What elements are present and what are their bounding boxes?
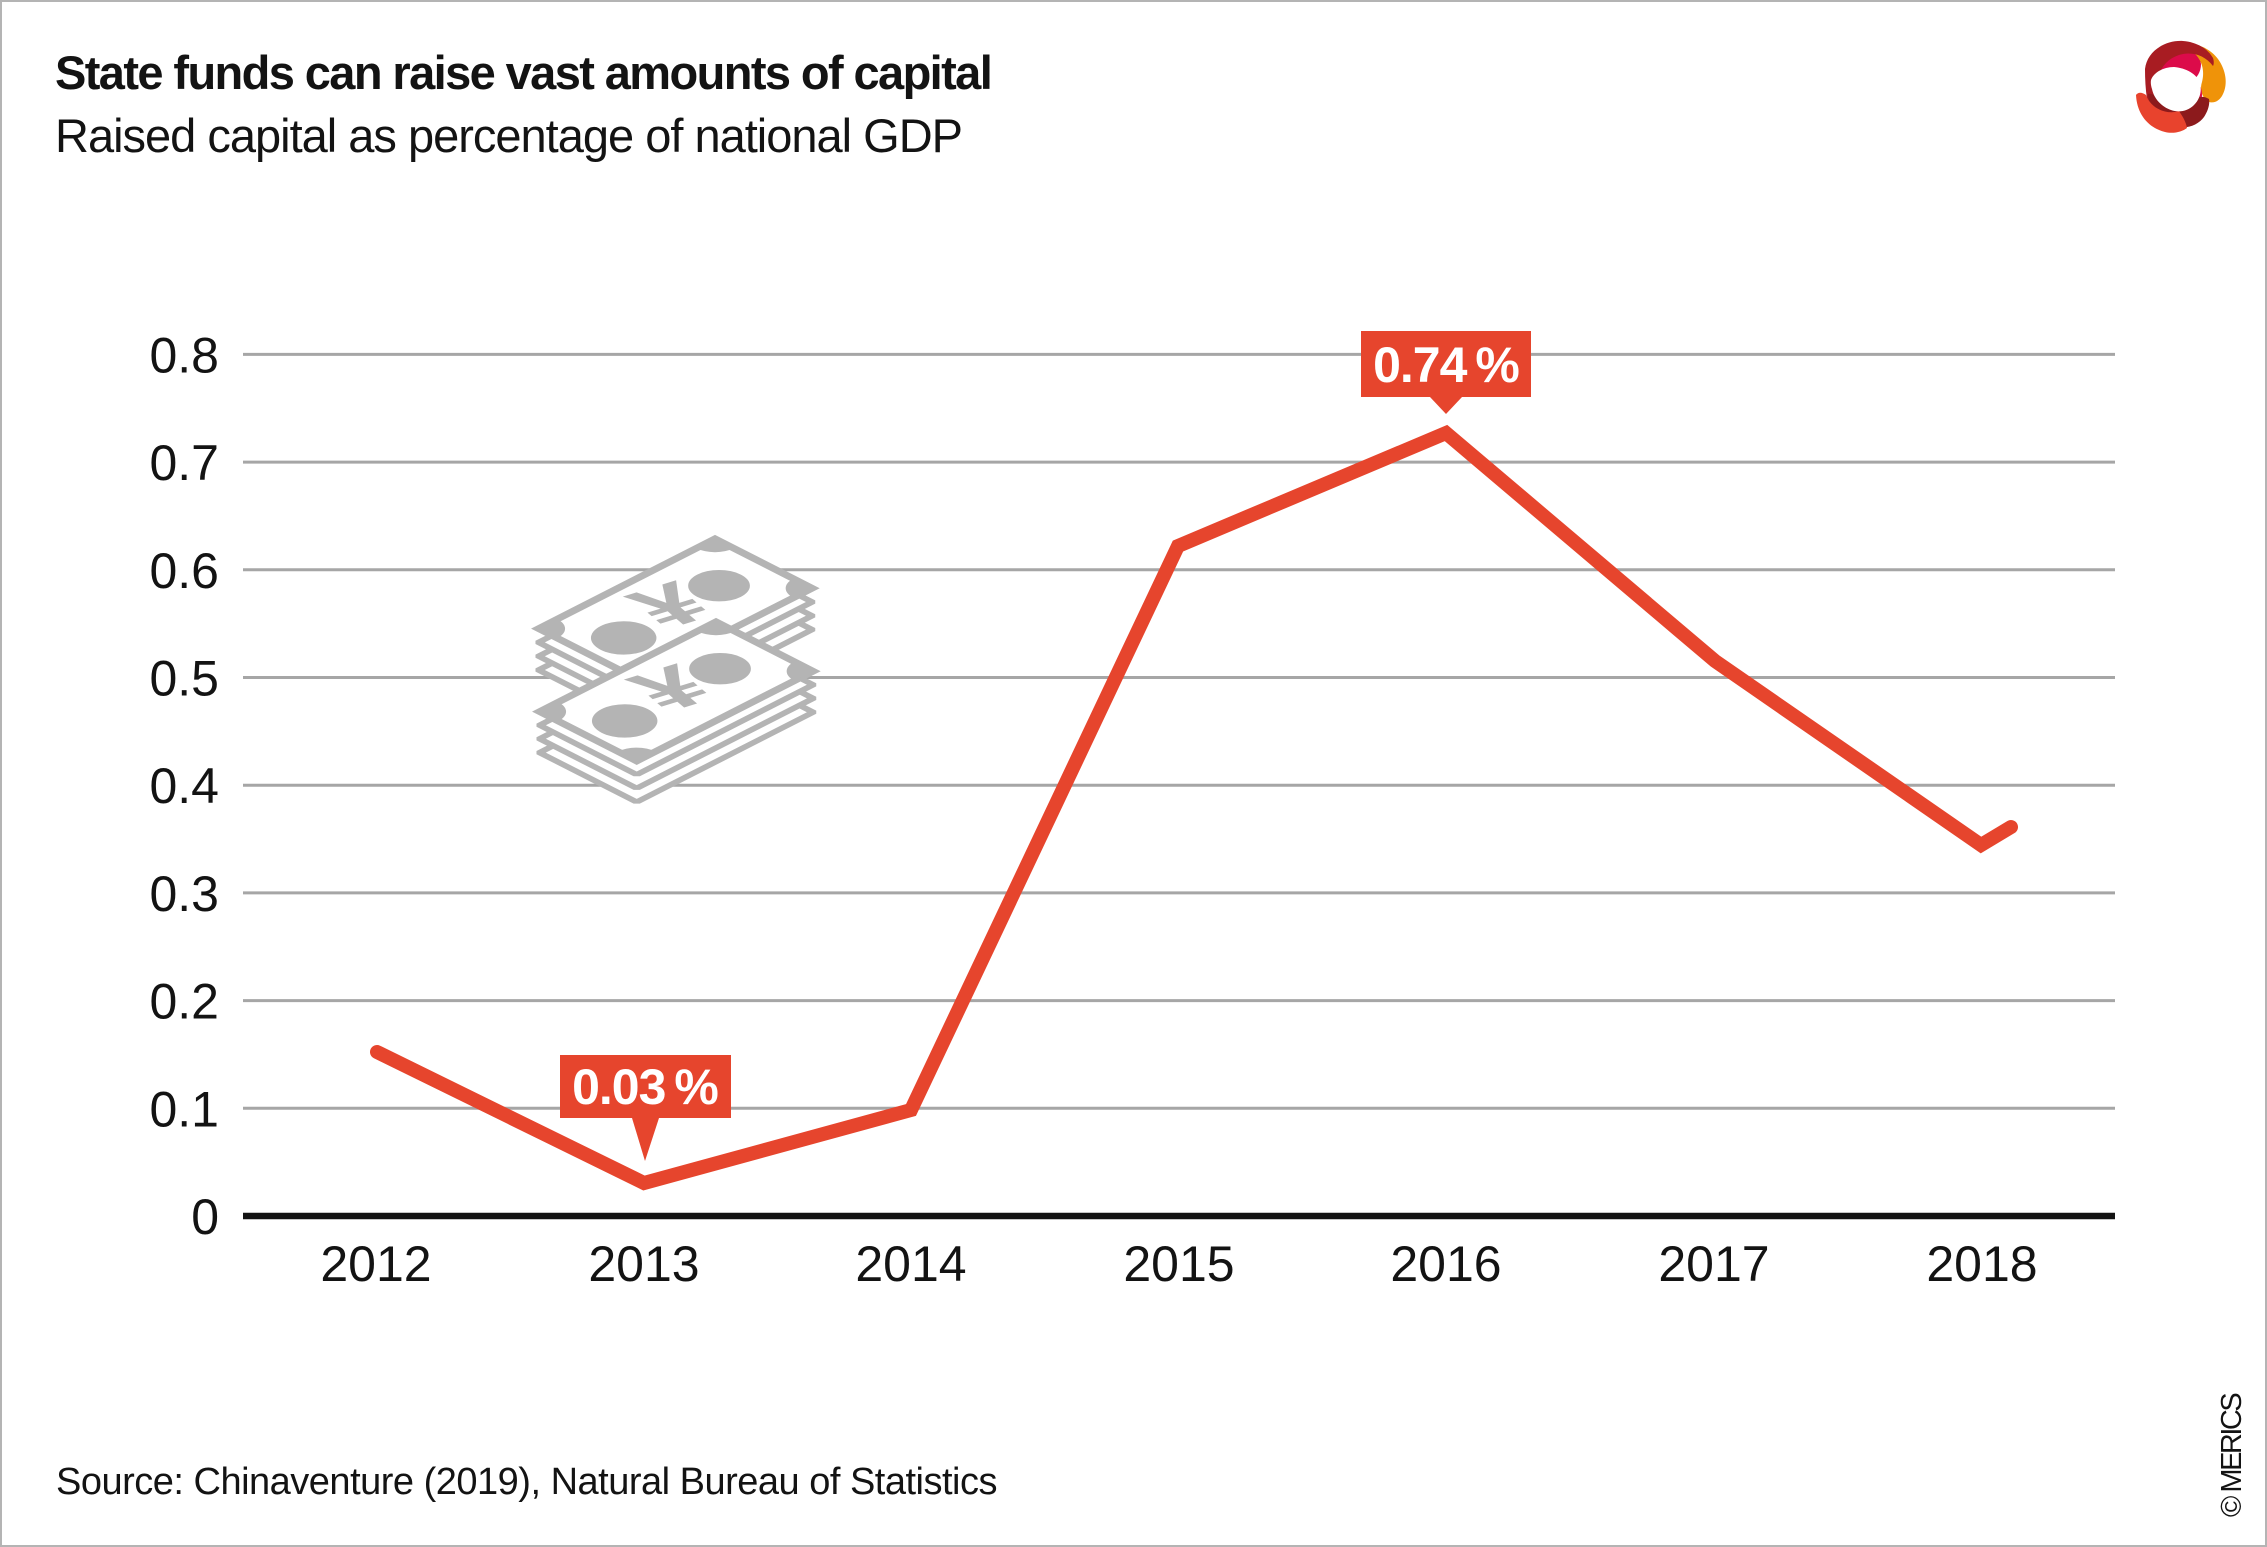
svg-text:2016: 2016 [1390,1236,1501,1292]
svg-text:0.4: 0.4 [149,758,219,814]
svg-text:0.74 %: 0.74 % [1373,337,1519,393]
svg-text:2015: 2015 [1123,1236,1234,1292]
svg-text:2018: 2018 [1926,1236,2037,1292]
svg-text:2014: 2014 [855,1236,966,1292]
svg-text:0.3: 0.3 [149,866,219,922]
svg-text:0.8: 0.8 [149,327,219,383]
svg-text:0.03 %: 0.03 % [572,1059,718,1115]
svg-text:© MERICS: © MERICS [2216,1393,2248,1517]
svg-text:Source: Chinaventure (2019), N: Source: Chinaventure (2019), Natural Bur… [56,1461,997,1503]
svg-text:2013: 2013 [588,1236,699,1292]
svg-text:0.6: 0.6 [149,543,219,599]
svg-text:Raised capital as percentage o: Raised capital as percentage of national… [55,109,962,162]
svg-text:0.7: 0.7 [149,435,219,491]
svg-text:0.5: 0.5 [149,651,219,707]
svg-text:0.2: 0.2 [149,974,219,1030]
svg-text:2012: 2012 [320,1236,431,1292]
svg-text:State funds can raise vast amo: State funds can raise vast amounts of ca… [55,46,991,99]
svg-text:2017: 2017 [1658,1236,1769,1292]
svg-text:0.1: 0.1 [149,1081,219,1137]
svg-text:0: 0 [191,1189,219,1245]
